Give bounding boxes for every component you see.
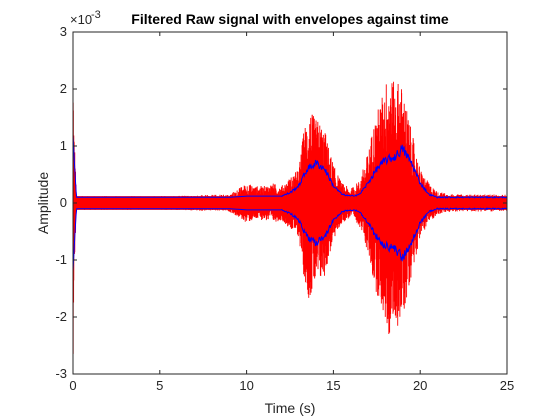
raw-signal-core xyxy=(73,177,507,229)
y-axis-label: Amplitude xyxy=(35,172,51,234)
series-group xyxy=(73,81,507,354)
y-tick-label: 1 xyxy=(60,138,67,153)
x-tick-label: 20 xyxy=(413,378,427,393)
x-tick-label: 5 xyxy=(156,378,163,393)
x-axis-label: Time (s) xyxy=(265,400,316,416)
y-exponent: -3 xyxy=(91,9,101,21)
x-tick-label: 25 xyxy=(500,378,514,393)
y-tick-label: -1 xyxy=(55,252,67,267)
x-tick-label: 15 xyxy=(326,378,340,393)
y-tick-label: 2 xyxy=(60,81,67,96)
series-layer xyxy=(73,81,507,354)
y-exponent-base: ×10 xyxy=(70,12,92,27)
y-tick-label: -2 xyxy=(55,309,67,324)
x-tick-label: 0 xyxy=(69,378,76,393)
upper-envelope-line xyxy=(73,134,507,199)
chart-title: Filtered Raw signal with envelopes again… xyxy=(131,11,449,27)
y-tick-label: 3 xyxy=(60,24,67,39)
y-tick-label: -3 xyxy=(55,366,67,381)
y-tick-label: 0 xyxy=(60,195,67,210)
ticks-layer: 0 5 10 15 20 25 -3 -2 -1 0 1 2 3 xyxy=(55,24,514,393)
lower-envelope-line xyxy=(73,207,507,272)
x-tick-label: 10 xyxy=(239,378,253,393)
